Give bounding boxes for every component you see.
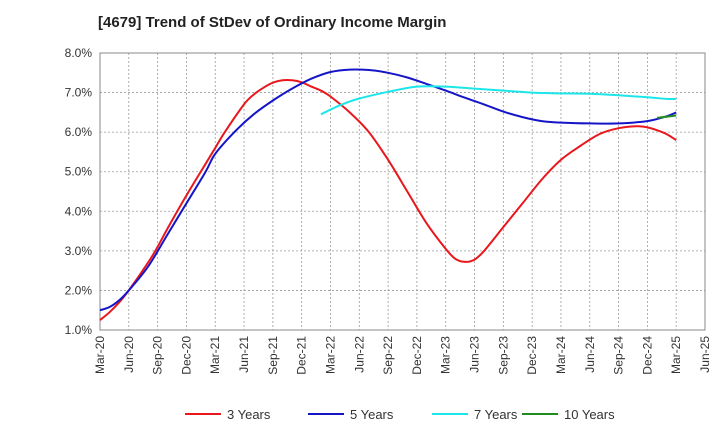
legend: 3 Years 5 Years 7 Years 10 Years: [185, 407, 615, 422]
x-tick-label: Mar-25: [669, 336, 683, 374]
series-line-5-years: [99, 68, 677, 312]
y-axis-tick-labels: 1.0% 2.0% 3.0% 4.0% 5.0% 6.0% 7.0% 8.0%: [65, 46, 93, 337]
x-tick-label: Jun-24: [583, 336, 597, 373]
chart-title: [4679] Trend of StDev of Ordinary Income…: [98, 14, 447, 31]
series-line-10-years: [656, 114, 677, 119]
y-tick-label: 1.0%: [65, 323, 93, 337]
x-axis-tick-labels: Mar-20 Jun-20 Sep-20 Dec-20 Mar-21 Jun-21 Sep-…: [93, 336, 712, 375]
series-lines: [99, 68, 677, 321]
y-tick-label: 7.0%: [65, 86, 93, 100]
x-tick-label: Jun-21: [237, 336, 251, 373]
x-tick-label: Mar-23: [439, 336, 453, 374]
x-tick-label: Dec-24: [640, 336, 654, 375]
y-tick-label: 5.0%: [65, 165, 93, 179]
y-tick-label: 4.0%: [65, 204, 93, 218]
legend-label: 10 Years: [564, 407, 615, 422]
legend-label: 7 Years: [474, 407, 518, 422]
x-tick-label: Sep-20: [151, 336, 165, 375]
x-tick-label: Mar-22: [323, 336, 337, 374]
x-tick-label: Sep-22: [381, 336, 395, 375]
y-tick-label: 3.0%: [65, 244, 93, 258]
series-line-7-years: [320, 85, 677, 116]
x-tick-label: Sep-23: [496, 336, 510, 375]
series-line-3-years: [99, 79, 677, 321]
x-tick-label: Jun-20: [122, 336, 136, 373]
x-tick-label: Mar-24: [554, 336, 568, 374]
y-tick-label: 6.0%: [65, 125, 93, 139]
y-tick-label: 2.0%: [65, 283, 93, 297]
legend-label: 5 Years: [350, 407, 394, 422]
x-tick-label: Jun-22: [352, 336, 366, 373]
x-tick-label: Sep-21: [266, 336, 280, 375]
y-tick-label: 8.0%: [65, 46, 93, 60]
x-tick-label: Dec-23: [525, 336, 539, 375]
x-tick-label: Jun-25: [698, 336, 712, 373]
x-tick-label: Dec-20: [179, 336, 193, 375]
plot-area-border: [99, 52, 706, 331]
x-tick-label: Dec-21: [295, 336, 309, 375]
x-tick-label: Dec-22: [410, 336, 424, 375]
x-tick-label: Mar-20: [93, 336, 107, 374]
x-tick-label: Jun-23: [468, 336, 482, 373]
x-tick-label: Mar-21: [208, 336, 222, 374]
x-tick-label: Sep-24: [612, 336, 626, 375]
legend-label: 3 Years: [227, 407, 271, 422]
